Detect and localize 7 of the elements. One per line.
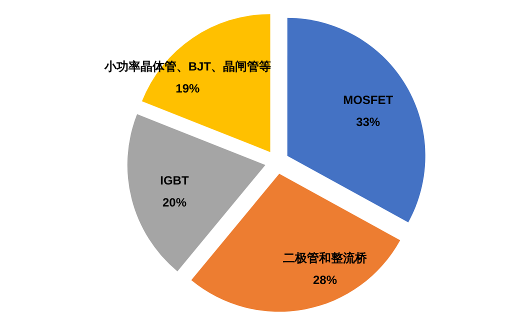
slice-label: MOSFET bbox=[343, 93, 394, 108]
data-label: 20% bbox=[162, 195, 187, 210]
data-label: 19% bbox=[176, 81, 200, 96]
slice-label: IGBT bbox=[160, 173, 190, 188]
data-label: 28% bbox=[312, 272, 338, 287]
data-label: 33% bbox=[356, 115, 380, 130]
slice-label: 二极管和整流桥 bbox=[283, 250, 368, 265]
